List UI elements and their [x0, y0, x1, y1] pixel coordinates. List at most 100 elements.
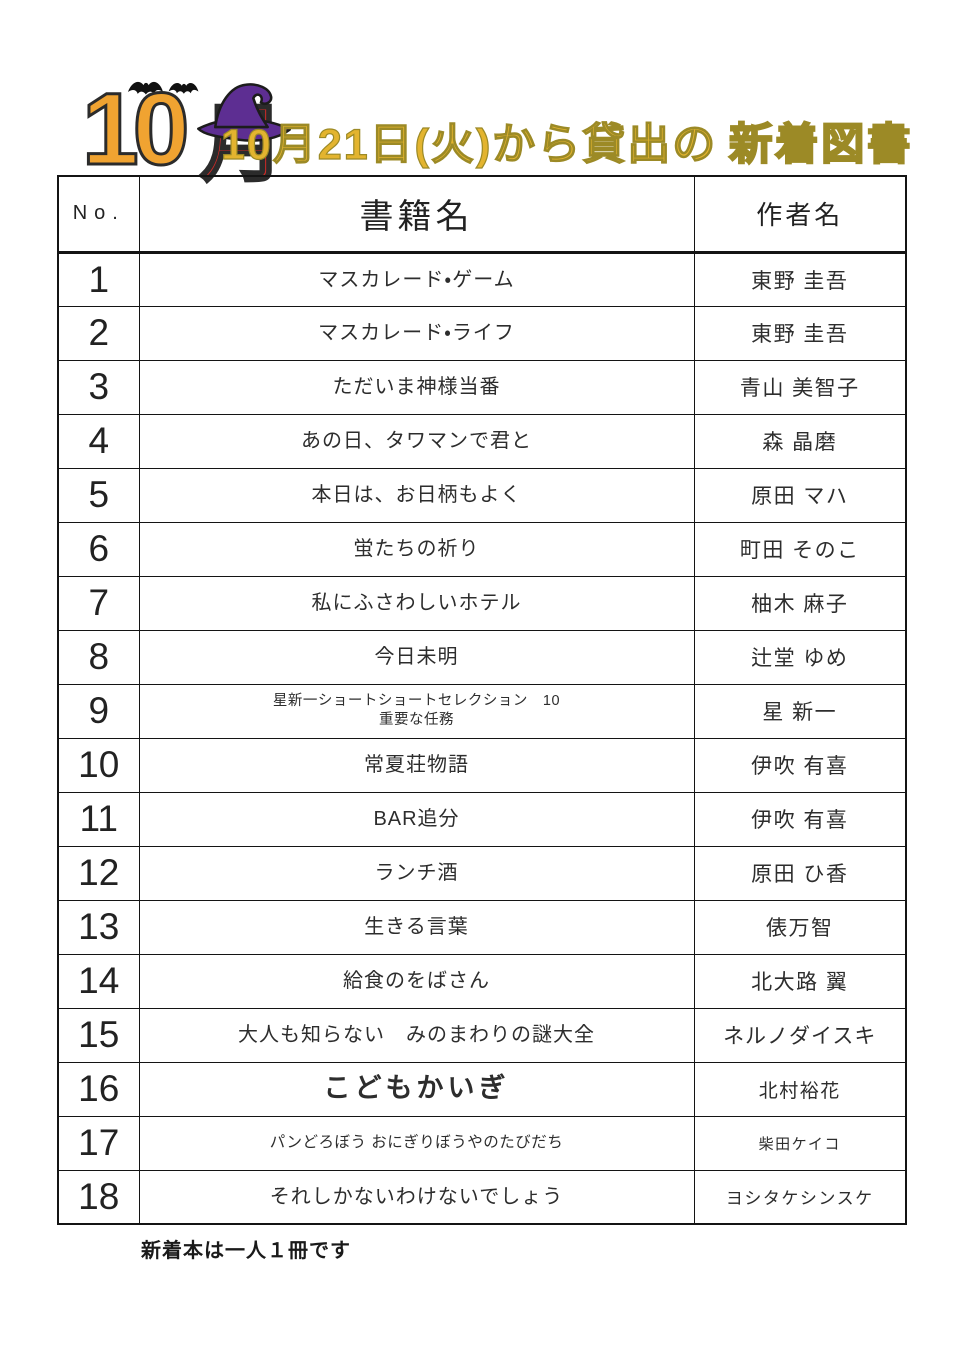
- row-number-cell: 11: [57, 791, 140, 847]
- book-title-cell: あの日、タワマンで君と: [138, 413, 695, 469]
- book-title-line: それしかないわけないでしょう: [269, 1185, 564, 1208]
- author-cell: 東野 圭吾: [693, 251, 907, 307]
- row-number-cell: 14: [57, 953, 140, 1009]
- page-title-emphasis: 新着図書: [728, 120, 914, 170]
- column-header-no: No.: [57, 175, 140, 254]
- book-title-cell: マスカレード・ゲーム: [138, 251, 695, 307]
- footer-note: 新着本は一人１冊です: [141, 1240, 351, 1262]
- table-header-row: No. 書籍名 作者名: [57, 175, 907, 254]
- table-row: 10 常夏荘物語 伊吹 有喜: [57, 737, 907, 793]
- book-title-cell: ランチ酒: [138, 845, 695, 901]
- book-title-cell: パンどろぼう おにぎりぼうやのたびだち: [138, 1115, 695, 1171]
- row-number-cell: 1: [57, 251, 140, 307]
- row-number-cell: 7: [57, 575, 140, 631]
- table-row: 12 ランチ酒 原田 ひ香: [57, 845, 907, 901]
- author-cell: ネルノダイスキ: [693, 1007, 907, 1063]
- table-row: 18 それしかないわけないでしょう ヨシタケシンスケ: [57, 1169, 907, 1225]
- author-cell: 俵万智: [693, 899, 907, 955]
- book-title-line: パンどろぼう おにぎりぼうやのたびだち: [269, 1133, 564, 1151]
- row-number-cell: 13: [57, 899, 140, 955]
- book-title-cell: それしかないわけないでしょう: [138, 1169, 695, 1225]
- table-row: 8 今日未明 辻堂 ゆめ: [57, 629, 907, 685]
- table-row: 5 本日は、お日柄もよく 原田 マハ: [57, 467, 907, 523]
- row-number-cell: 2: [57, 305, 140, 361]
- table-row: 7 私にふさわしいホテル 柚木 麻子: [57, 575, 907, 631]
- table-row: 2 マスカレード・ライフ 東野 圭吾: [57, 305, 907, 361]
- table-row: 16 こどもかいぎ 北村裕花: [57, 1061, 907, 1117]
- book-title-cell: 今日未明: [138, 629, 695, 685]
- author-cell: 北村裕花: [693, 1061, 907, 1117]
- book-title-line: 重要な任務: [379, 712, 454, 728]
- book-title-line: 本日は、お日柄もよく: [311, 484, 522, 506]
- row-number-cell: 6: [57, 521, 140, 577]
- book-title-line: 給食のをばさん: [343, 970, 490, 992]
- row-number-cell: 3: [57, 359, 140, 415]
- author-cell: 柴田ケイコ: [693, 1115, 907, 1171]
- row-number-cell: 4: [57, 413, 140, 469]
- row-number-cell: 18: [57, 1169, 140, 1225]
- table-row: 4 あの日、タワマンで君と 森 晶磨: [57, 413, 907, 469]
- author-cell: 伊吹 有喜: [693, 737, 907, 793]
- author-cell: 森 晶磨: [693, 413, 907, 469]
- book-title-cell: こどもかいぎ: [138, 1061, 695, 1117]
- book-title-line: 星新一ショートショートセレクション 10: [272, 693, 561, 710]
- book-title-cell: マスカレード・ライフ: [138, 305, 695, 361]
- book-title-cell: 本日は、お日柄もよく: [138, 467, 695, 523]
- author-cell: 原田 マハ: [693, 467, 907, 523]
- column-header-author: 作者名: [693, 175, 907, 254]
- book-table-body: 1 マスカレード・ゲーム 東野 圭吾 2 マスカレード・ライフ 東野 圭吾 3 …: [57, 251, 907, 1225]
- author-cell: 星 新一: [693, 683, 907, 739]
- book-title-line: 私にふさわしいホテル: [311, 592, 522, 614]
- book-title-cell: ただいま神様当番: [138, 359, 695, 415]
- book-title-line: ただいま神様当番: [332, 376, 501, 398]
- author-cell: 辻堂 ゆめ: [693, 629, 907, 685]
- row-number-cell: 17: [57, 1115, 140, 1171]
- table-row: 14 給食のをばさん 北大路 翼: [57, 953, 907, 1009]
- row-number-cell: 10: [57, 737, 140, 793]
- book-title-line: ランチ酒: [374, 862, 459, 884]
- author-cell: 東野 圭吾: [693, 305, 907, 361]
- book-title-line: 常夏荘物語: [364, 754, 469, 776]
- author-cell: ヨシタケシンスケ: [693, 1169, 907, 1225]
- row-number-cell: 9: [57, 683, 140, 739]
- row-number-cell: 5: [57, 467, 140, 523]
- table-row: 13 生きる言葉 俵万智: [57, 899, 907, 955]
- page-title-main: 10月21日(火)から貸出の: [220, 120, 718, 169]
- table-row: 9 星新一ショートショートセレクション 10 重要な任務 星 新一: [57, 683, 907, 739]
- table-row: 15 大人も知らない みのまわりの謎大全 ネルノダイスキ: [57, 1007, 907, 1063]
- row-number-cell: 16: [57, 1061, 140, 1117]
- book-title-cell: 大人も知らない みのまわりの謎大全: [138, 1007, 695, 1063]
- table-row: 3 ただいま神様当番 青山 美智子: [57, 359, 907, 415]
- author-cell: 柚木 麻子: [693, 575, 907, 631]
- page-title: 10月21日(火)から貸出の 新着図書: [220, 110, 914, 172]
- author-cell: 町田 そのこ: [693, 521, 907, 577]
- table-row: 6 蛍たちの祈り 町田 そのこ: [57, 521, 907, 577]
- bats-icon: [127, 81, 199, 95]
- book-title-line: BAR追分: [373, 808, 460, 830]
- book-title-cell: 常夏荘物語: [138, 737, 695, 793]
- author-cell: 青山 美智子: [693, 359, 907, 415]
- author-cell: 伊吹 有喜: [693, 791, 907, 847]
- row-number-cell: 12: [57, 845, 140, 901]
- new-books-table: No. 書籍名 作者名 1 マスカレード・ゲーム 東野 圭吾 2 マスカレード・…: [57, 175, 907, 1225]
- table-row: 17 パンどろぼう おにぎりぼうやのたびだち 柴田ケイコ: [57, 1115, 907, 1171]
- table-row: 11 BAR追分 伊吹 有喜: [57, 791, 907, 847]
- book-title-cell: 給食のをばさん: [138, 953, 695, 1009]
- book-title-line: 生きる言葉: [364, 916, 469, 938]
- table-row: 1 マスカレード・ゲーム 東野 圭吾: [57, 251, 907, 307]
- book-title-cell: 蛍たちの祈り: [138, 521, 695, 577]
- row-number-cell: 15: [57, 1007, 140, 1063]
- book-title-line: マスカレード・ライフ: [318, 322, 515, 344]
- book-title-line: あの日、タワマンで君と: [301, 430, 532, 452]
- book-title-line: 蛍たちの祈り: [353, 538, 480, 560]
- author-cell: 北大路 翼: [693, 953, 907, 1009]
- author-cell: 原田 ひ香: [693, 845, 907, 901]
- logo-month-number: 10: [80, 72, 191, 186]
- book-title-cell: 私にふさわしいホテル: [138, 575, 695, 631]
- table-header: No. 書籍名 作者名: [57, 175, 907, 254]
- book-title-cell: BAR追分: [138, 791, 695, 847]
- book-title-line: 大人も知らない みのまわりの謎大全: [238, 1024, 595, 1046]
- column-header-title: 書籍名: [138, 175, 695, 254]
- book-title-line: マスカレード・ゲーム: [318, 268, 515, 291]
- witch-hat-icon: [197, 83, 291, 142]
